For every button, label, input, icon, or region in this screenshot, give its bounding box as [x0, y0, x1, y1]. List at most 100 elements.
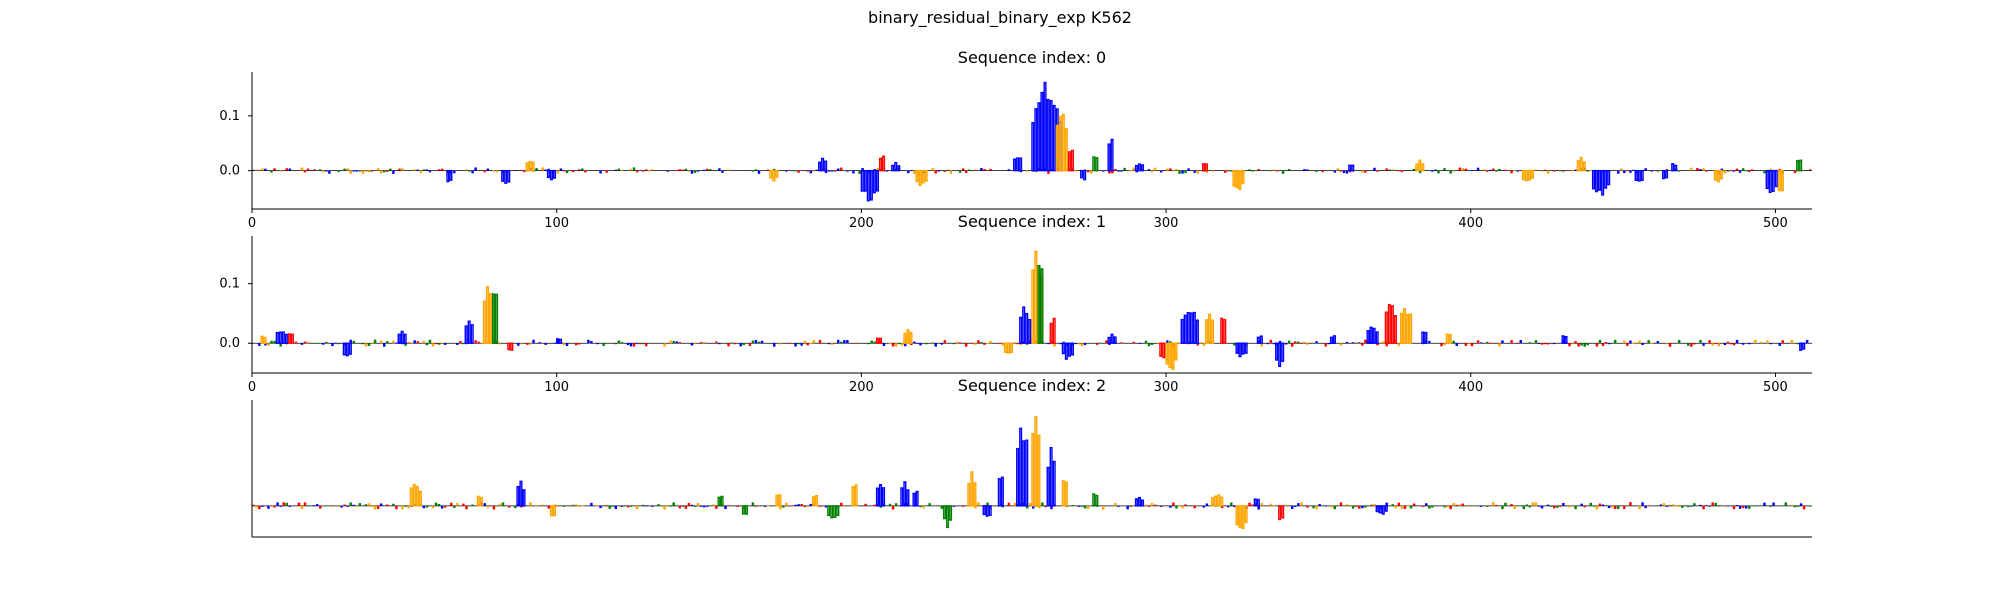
peak-mark	[891, 161, 901, 172]
peak-mark	[915, 169, 928, 187]
x-tick-label: 400	[1458, 380, 1483, 395]
peak-mark	[1046, 446, 1056, 507]
axes	[251, 400, 1812, 538]
peak-mark	[1019, 306, 1032, 344]
peak-mark	[1003, 342, 1014, 354]
panel-sequence-1: 0 100 200 300 400 500 0.0 0.1	[219, 236, 1812, 395]
peak-mark	[1080, 169, 1087, 181]
peak-mark	[1049, 317, 1056, 344]
peak-mark	[1561, 335, 1568, 344]
x-tick-label: 300	[1154, 216, 1179, 231]
peak-mark	[555, 338, 563, 344]
peak-mark	[1061, 479, 1068, 507]
peak-mark	[1415, 159, 1425, 172]
peak-mark	[409, 483, 422, 507]
peak-mark	[492, 293, 499, 344]
peak-mark	[1445, 333, 1452, 344]
x-tick-label: 0	[248, 216, 256, 231]
panel-title-0: Sequence index: 0	[957, 48, 1107, 67]
peak-mark	[1799, 342, 1806, 351]
peak-mark	[260, 335, 267, 344]
peak-mark	[1329, 335, 1337, 344]
y-tick-label: 0.1	[219, 109, 240, 124]
peak-mark	[1031, 81, 1062, 172]
peak-mark	[875, 484, 886, 507]
peak-mark	[507, 342, 514, 351]
peak-mark	[1134, 163, 1145, 172]
peak-mark	[967, 471, 977, 507]
peak-mark	[775, 494, 782, 507]
x-tick-label: 200	[849, 216, 874, 231]
peak-mark	[1037, 264, 1044, 344]
peak-mark	[1201, 163, 1209, 172]
x-tick-label: 300	[1154, 380, 1179, 395]
peak-mark	[1235, 505, 1248, 530]
peak-mark	[1521, 169, 1535, 182]
peak-mark	[1013, 157, 1023, 172]
peak-mark	[942, 505, 953, 529]
panel-title-1: Sequence index: 1	[957, 212, 1107, 231]
peak-mark	[1384, 303, 1397, 344]
peak-mark	[1275, 342, 1285, 367]
x-tick-label: 200	[849, 380, 874, 395]
peak-mark	[1180, 311, 1199, 344]
peak-mark	[446, 169, 453, 183]
peak-mark	[1220, 317, 1227, 344]
axes: 0 100 200 300 400 500 0.0 0.1	[219, 72, 1812, 231]
peak-mark	[1375, 505, 1388, 515]
peak-mark	[1016, 427, 1029, 507]
peak-mark	[903, 329, 913, 344]
peak-mark	[476, 495, 483, 507]
peak-mark	[546, 169, 557, 181]
peak-mark	[275, 331, 288, 344]
peak-mark	[1634, 169, 1644, 182]
peak-mark	[1576, 156, 1586, 172]
peak-mark	[851, 484, 858, 507]
peak-mark	[525, 160, 535, 172]
peak-mark	[1092, 493, 1099, 507]
peak-mark	[1253, 498, 1260, 507]
x-tick-label: 400	[1458, 216, 1483, 231]
x-tick-label: 500	[1763, 216, 1788, 231]
peak-mark	[1591, 169, 1611, 196]
peak-mark	[516, 480, 526, 507]
y-tick-label: 0.0	[219, 164, 240, 179]
panel-sequence-0: 0 100 200 300 400 500 0.0 0.1	[219, 72, 1812, 231]
peak-mark	[1159, 342, 1166, 359]
peak-mark	[1671, 163, 1678, 172]
y-tick-label: 0.0	[219, 336, 240, 351]
peak-mark	[1067, 149, 1074, 172]
peak-mark	[1165, 342, 1178, 370]
peak-mark	[717, 495, 724, 507]
peak-mark	[1055, 113, 1068, 172]
peak-mark	[397, 330, 407, 344]
peak-mark	[1232, 169, 1245, 191]
peak-mark	[1031, 416, 1041, 507]
peak-mark	[827, 505, 840, 519]
peak-mark	[1256, 335, 1263, 344]
peak-mark	[818, 157, 828, 172]
peak-mark	[1061, 342, 1074, 360]
peak-mark	[741, 505, 748, 515]
peak-mark	[769, 169, 779, 182]
x-tick-label: 0	[248, 380, 256, 395]
peak-mark	[1399, 307, 1413, 344]
peak-mark	[811, 495, 819, 507]
peak-mark	[1107, 333, 1117, 344]
peak-mark	[1713, 169, 1723, 183]
peak-mark	[342, 342, 352, 357]
background-attribution-marks	[252, 502, 1812, 510]
peak-mark	[1134, 496, 1145, 507]
peak-mark	[501, 169, 511, 184]
peak-mark	[287, 333, 294, 344]
x-tick-label: 100	[544, 216, 569, 231]
panel-title-2: Sequence index: 2	[957, 376, 1107, 395]
peak-mark	[1366, 326, 1379, 344]
peak-mark	[1348, 164, 1355, 172]
peak-mark	[1765, 169, 1778, 194]
peak-mark	[875, 337, 883, 344]
peak-mark	[1235, 342, 1248, 358]
peak-mark	[912, 490, 919, 507]
peak-mark	[1777, 169, 1784, 192]
